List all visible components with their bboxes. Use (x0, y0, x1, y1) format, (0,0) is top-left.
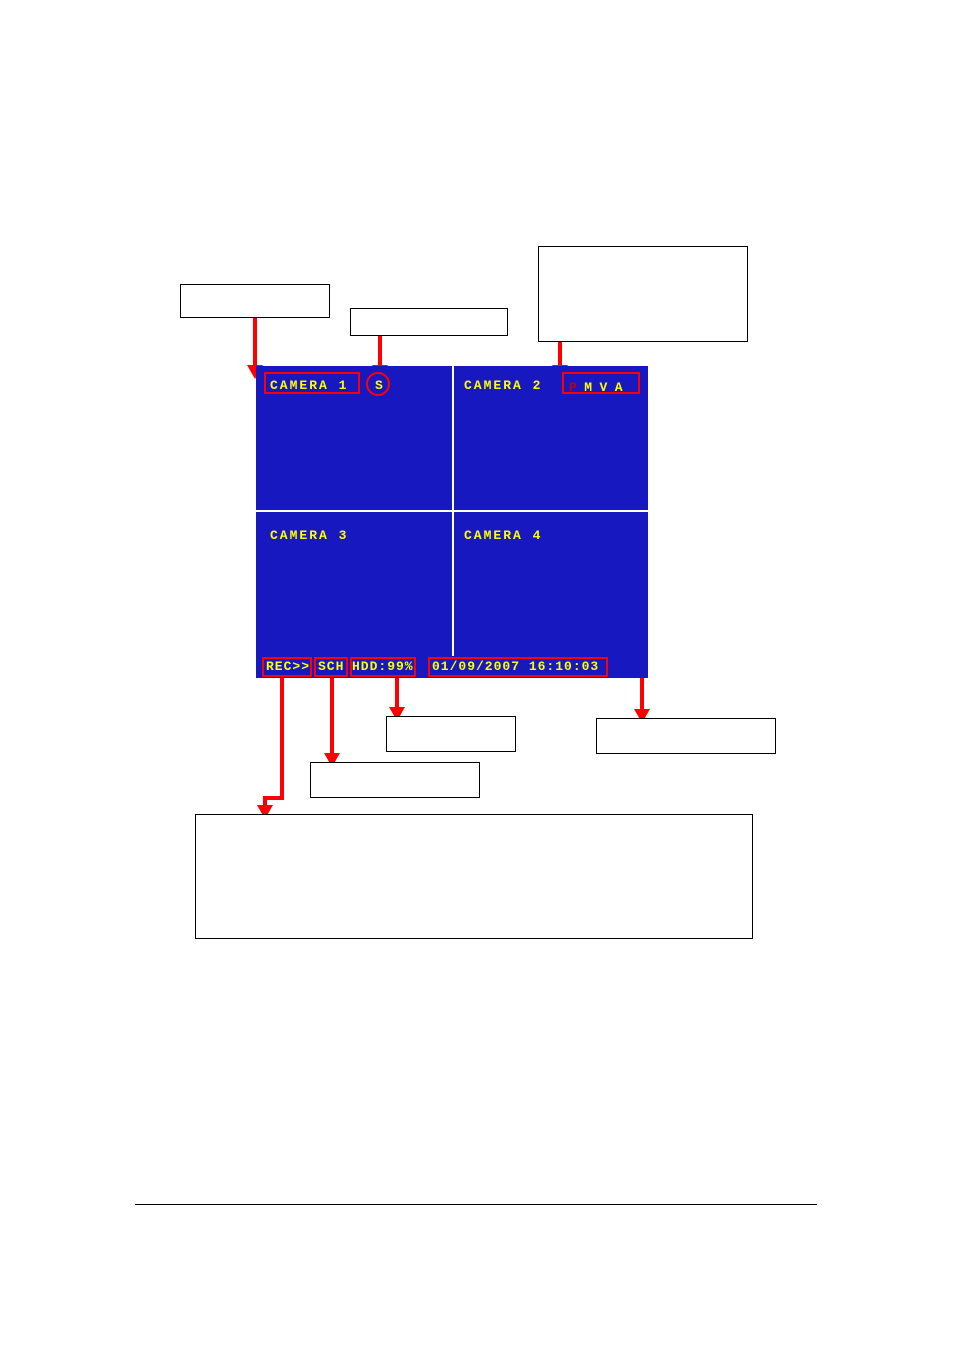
callout-hdd (386, 716, 516, 752)
callout-status-flags (538, 246, 748, 342)
page-footer-line (135, 1204, 817, 1205)
grid-line-horizontal (256, 510, 648, 512)
camera-4-label: CAMERA 4 (464, 528, 542, 543)
arrow-line (395, 678, 399, 710)
highlight-rec (262, 657, 312, 677)
highlight-hdd (350, 657, 416, 677)
highlight-camera-1 (264, 372, 360, 394)
arrow-line (330, 678, 334, 756)
arrow-line (265, 796, 284, 800)
callout-camera-name (180, 284, 330, 318)
callout-channel-flag (350, 308, 508, 336)
highlight-pmva (562, 372, 640, 394)
arrow-line (378, 336, 382, 368)
callout-datetime (596, 718, 776, 754)
callout-rec-status (195, 814, 753, 939)
arrow-line (640, 678, 644, 712)
highlight-sch (314, 657, 348, 677)
camera-2-label: CAMERA 2 (464, 378, 542, 393)
arrow-line (253, 318, 257, 368)
highlight-s-flag (366, 372, 390, 396)
arrow-line (280, 678, 284, 798)
callout-schedule (310, 762, 480, 798)
dvr-quad-screen: CAMERA 1 CAMERA 2 CAMERA 3 CAMERA 4 S P … (256, 366, 648, 678)
camera-3-label: CAMERA 3 (270, 528, 348, 543)
highlight-datetime (428, 657, 608, 677)
